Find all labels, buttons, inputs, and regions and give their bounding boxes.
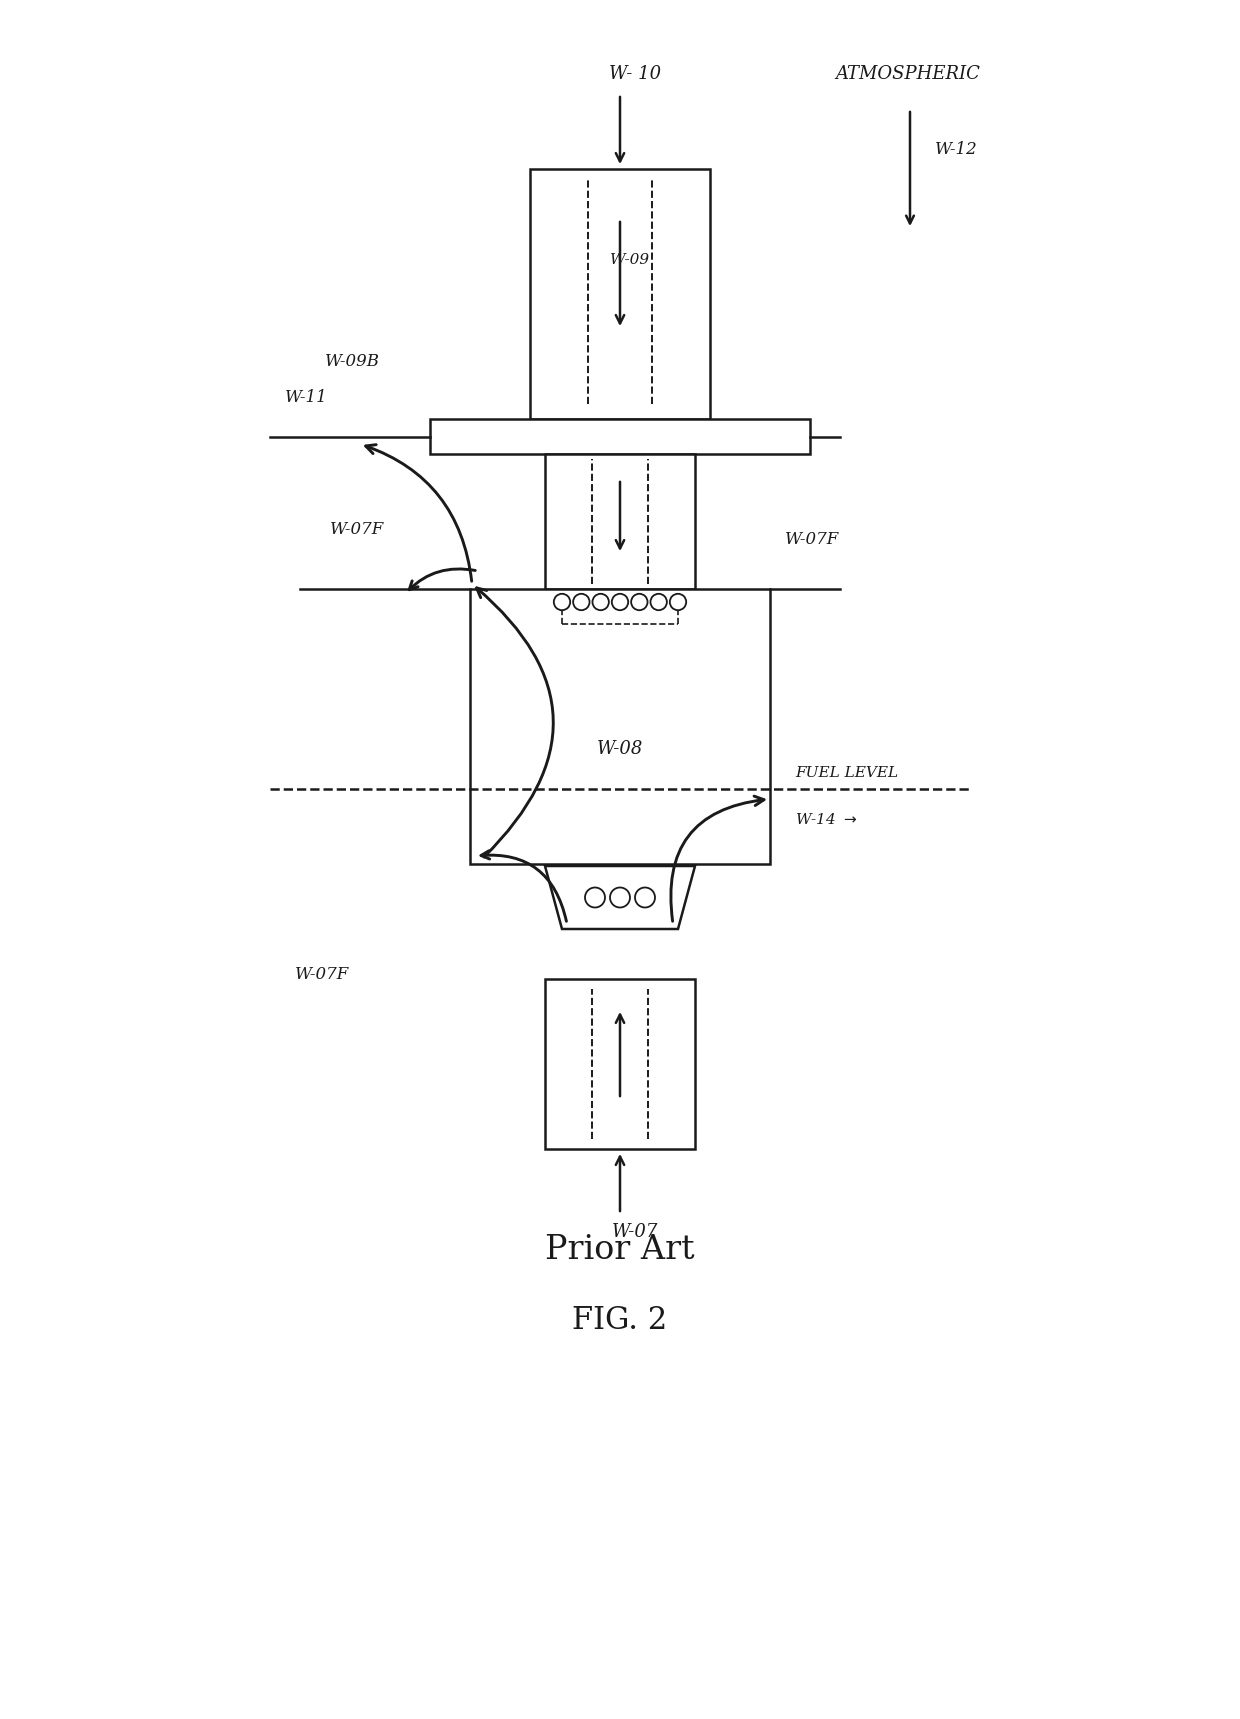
Text: W-14 $\rightarrow$: W-14 $\rightarrow$ [795,811,857,827]
Bar [430,419,810,454]
Text: FUEL LEVEL: FUEL LEVEL [795,767,898,780]
Text: Prior Art: Prior Art [546,1234,694,1265]
Bar [470,590,770,865]
Text: W-07F: W-07F [330,521,384,538]
Text: W-12: W-12 [935,141,978,158]
Text: W-09: W-09 [610,253,650,266]
Text: W-09B: W-09B [325,352,379,370]
Circle shape [585,887,605,908]
Circle shape [573,593,589,610]
Circle shape [611,593,629,610]
Text: ATMOSPHERIC: ATMOSPHERIC [835,65,980,83]
Text: W-11: W-11 [285,388,327,406]
Bar [546,454,694,590]
Text: W- 10: W- 10 [609,65,661,83]
Bar [546,980,694,1148]
Circle shape [593,593,609,610]
Text: W-07F: W-07F [785,531,839,548]
Circle shape [554,593,570,610]
Circle shape [670,593,686,610]
Polygon shape [546,866,694,928]
Text: W-08: W-08 [596,739,644,758]
Text: W-07: W-07 [611,1222,658,1241]
Circle shape [631,593,647,610]
Bar [529,168,711,419]
Circle shape [610,887,630,908]
Circle shape [635,887,655,908]
Circle shape [651,593,667,610]
Text: W-07F: W-07F [295,966,350,983]
Text: FIG. 2: FIG. 2 [573,1305,667,1336]
